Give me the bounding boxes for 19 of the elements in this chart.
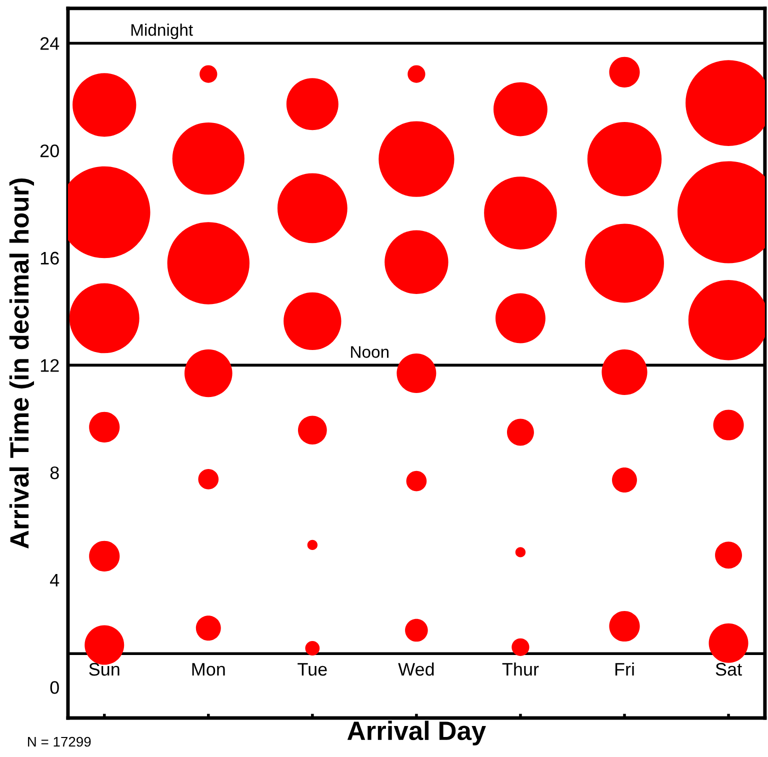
text: N = 17299 [28, 736, 91, 747]
y-axis-title: Arrival Time (in decimal hour) [9, 178, 34, 549]
y-tick-label: 0 [50, 681, 59, 694]
y-tick-label: 20 [40, 144, 59, 158]
y-tick-label: 8 [50, 466, 59, 480]
y-tick-label: 24 [40, 37, 60, 50]
ref-line-label: Midnight [131, 24, 193, 40]
y-tick-label: 12 [40, 359, 59, 372]
x-axis-title: Arrival Day [347, 720, 486, 746]
x-tick-label: Mon [192, 663, 225, 676]
y-tick-label: 16 [40, 252, 59, 265]
x-tick-label: Wed [398, 662, 434, 676]
x-tick-label: Tue [298, 663, 327, 676]
x-tick-label: Thur [502, 662, 539, 676]
x-tick-label: Sun [89, 662, 120, 676]
ref-line-label: Noon [351, 346, 388, 358]
y-tick-label: 4 [50, 574, 60, 586]
x-tick-label: Sat [716, 662, 742, 676]
x-tick-label: Fri [615, 662, 634, 676]
